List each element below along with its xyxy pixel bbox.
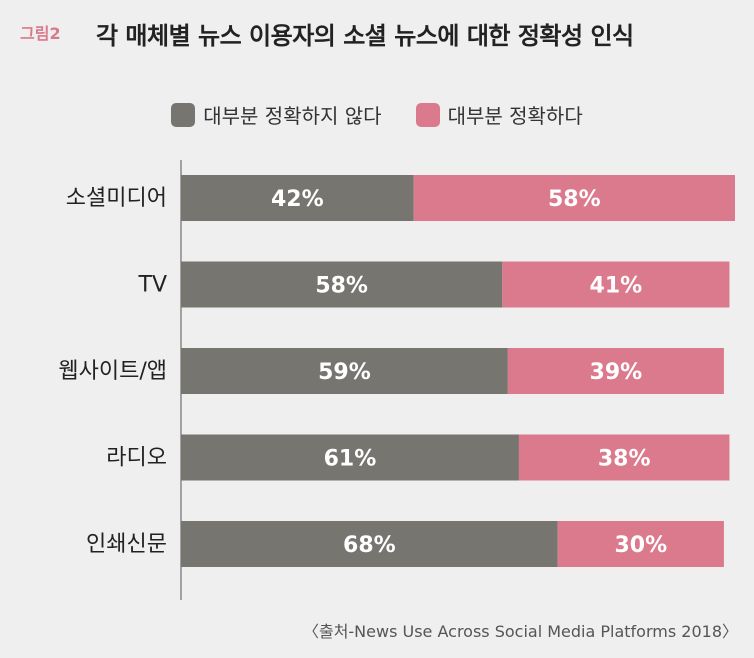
- bar-accurate: [557, 521, 724, 567]
- bar-not-accurate: [181, 175, 414, 221]
- figure-label: 그림2: [20, 24, 61, 43]
- data-label-not-accurate: 59%: [318, 360, 371, 385]
- category-label: 라디오: [106, 446, 167, 471]
- data-label-accurate: 41%: [590, 274, 643, 299]
- bar-not-accurate: [181, 434, 519, 481]
- bar-accurate: [413, 175, 735, 221]
- data-label-not-accurate: 61%: [324, 447, 377, 472]
- bar-not-accurate: [181, 348, 508, 394]
- source-note: 〈출처-News Use Across Social Media Platfor…: [302, 622, 738, 641]
- category-label: 인쇄신문: [86, 532, 167, 557]
- chart-title: 각 매체별 뉴스 이용자의 소셜 뉴스에 대한 정확성 인식: [96, 22, 634, 50]
- legend-item-not-accurate: 대부분 정확하지 않다: [171, 100, 382, 129]
- legend-label-accurate: 대부분 정확하다: [447, 104, 583, 128]
- data-label-not-accurate: 58%: [315, 274, 368, 299]
- legend-item-accurate: 대부분 정확하다: [415, 100, 583, 129]
- data-label-accurate: 30%: [614, 533, 667, 558]
- bar-accurate: [518, 434, 730, 481]
- legend: 대부분 정확하지 않다 대부분 정확하다: [0, 100, 754, 129]
- data-label-accurate: 58%: [548, 187, 601, 212]
- bar-accurate: [507, 348, 724, 394]
- bar-not-accurate: [181, 521, 558, 567]
- data-label-not-accurate: 42%: [271, 187, 324, 212]
- category-label: 웹사이트/앱: [58, 359, 167, 384]
- bar-not-accurate: [181, 261, 503, 308]
- legend-swatch-not-accurate: [171, 102, 196, 127]
- data-label-not-accurate: 68%: [343, 533, 396, 558]
- legend-swatch-accurate: [415, 102, 440, 127]
- category-label: TV: [138, 273, 168, 298]
- bar-accurate: [502, 261, 730, 308]
- data-label-accurate: 39%: [590, 360, 643, 385]
- data-label-accurate: 38%: [598, 447, 651, 472]
- legend-label-not-accurate: 대부분 정확하지 않다: [203, 104, 382, 128]
- category-label: 소셜미디어: [66, 186, 167, 211]
